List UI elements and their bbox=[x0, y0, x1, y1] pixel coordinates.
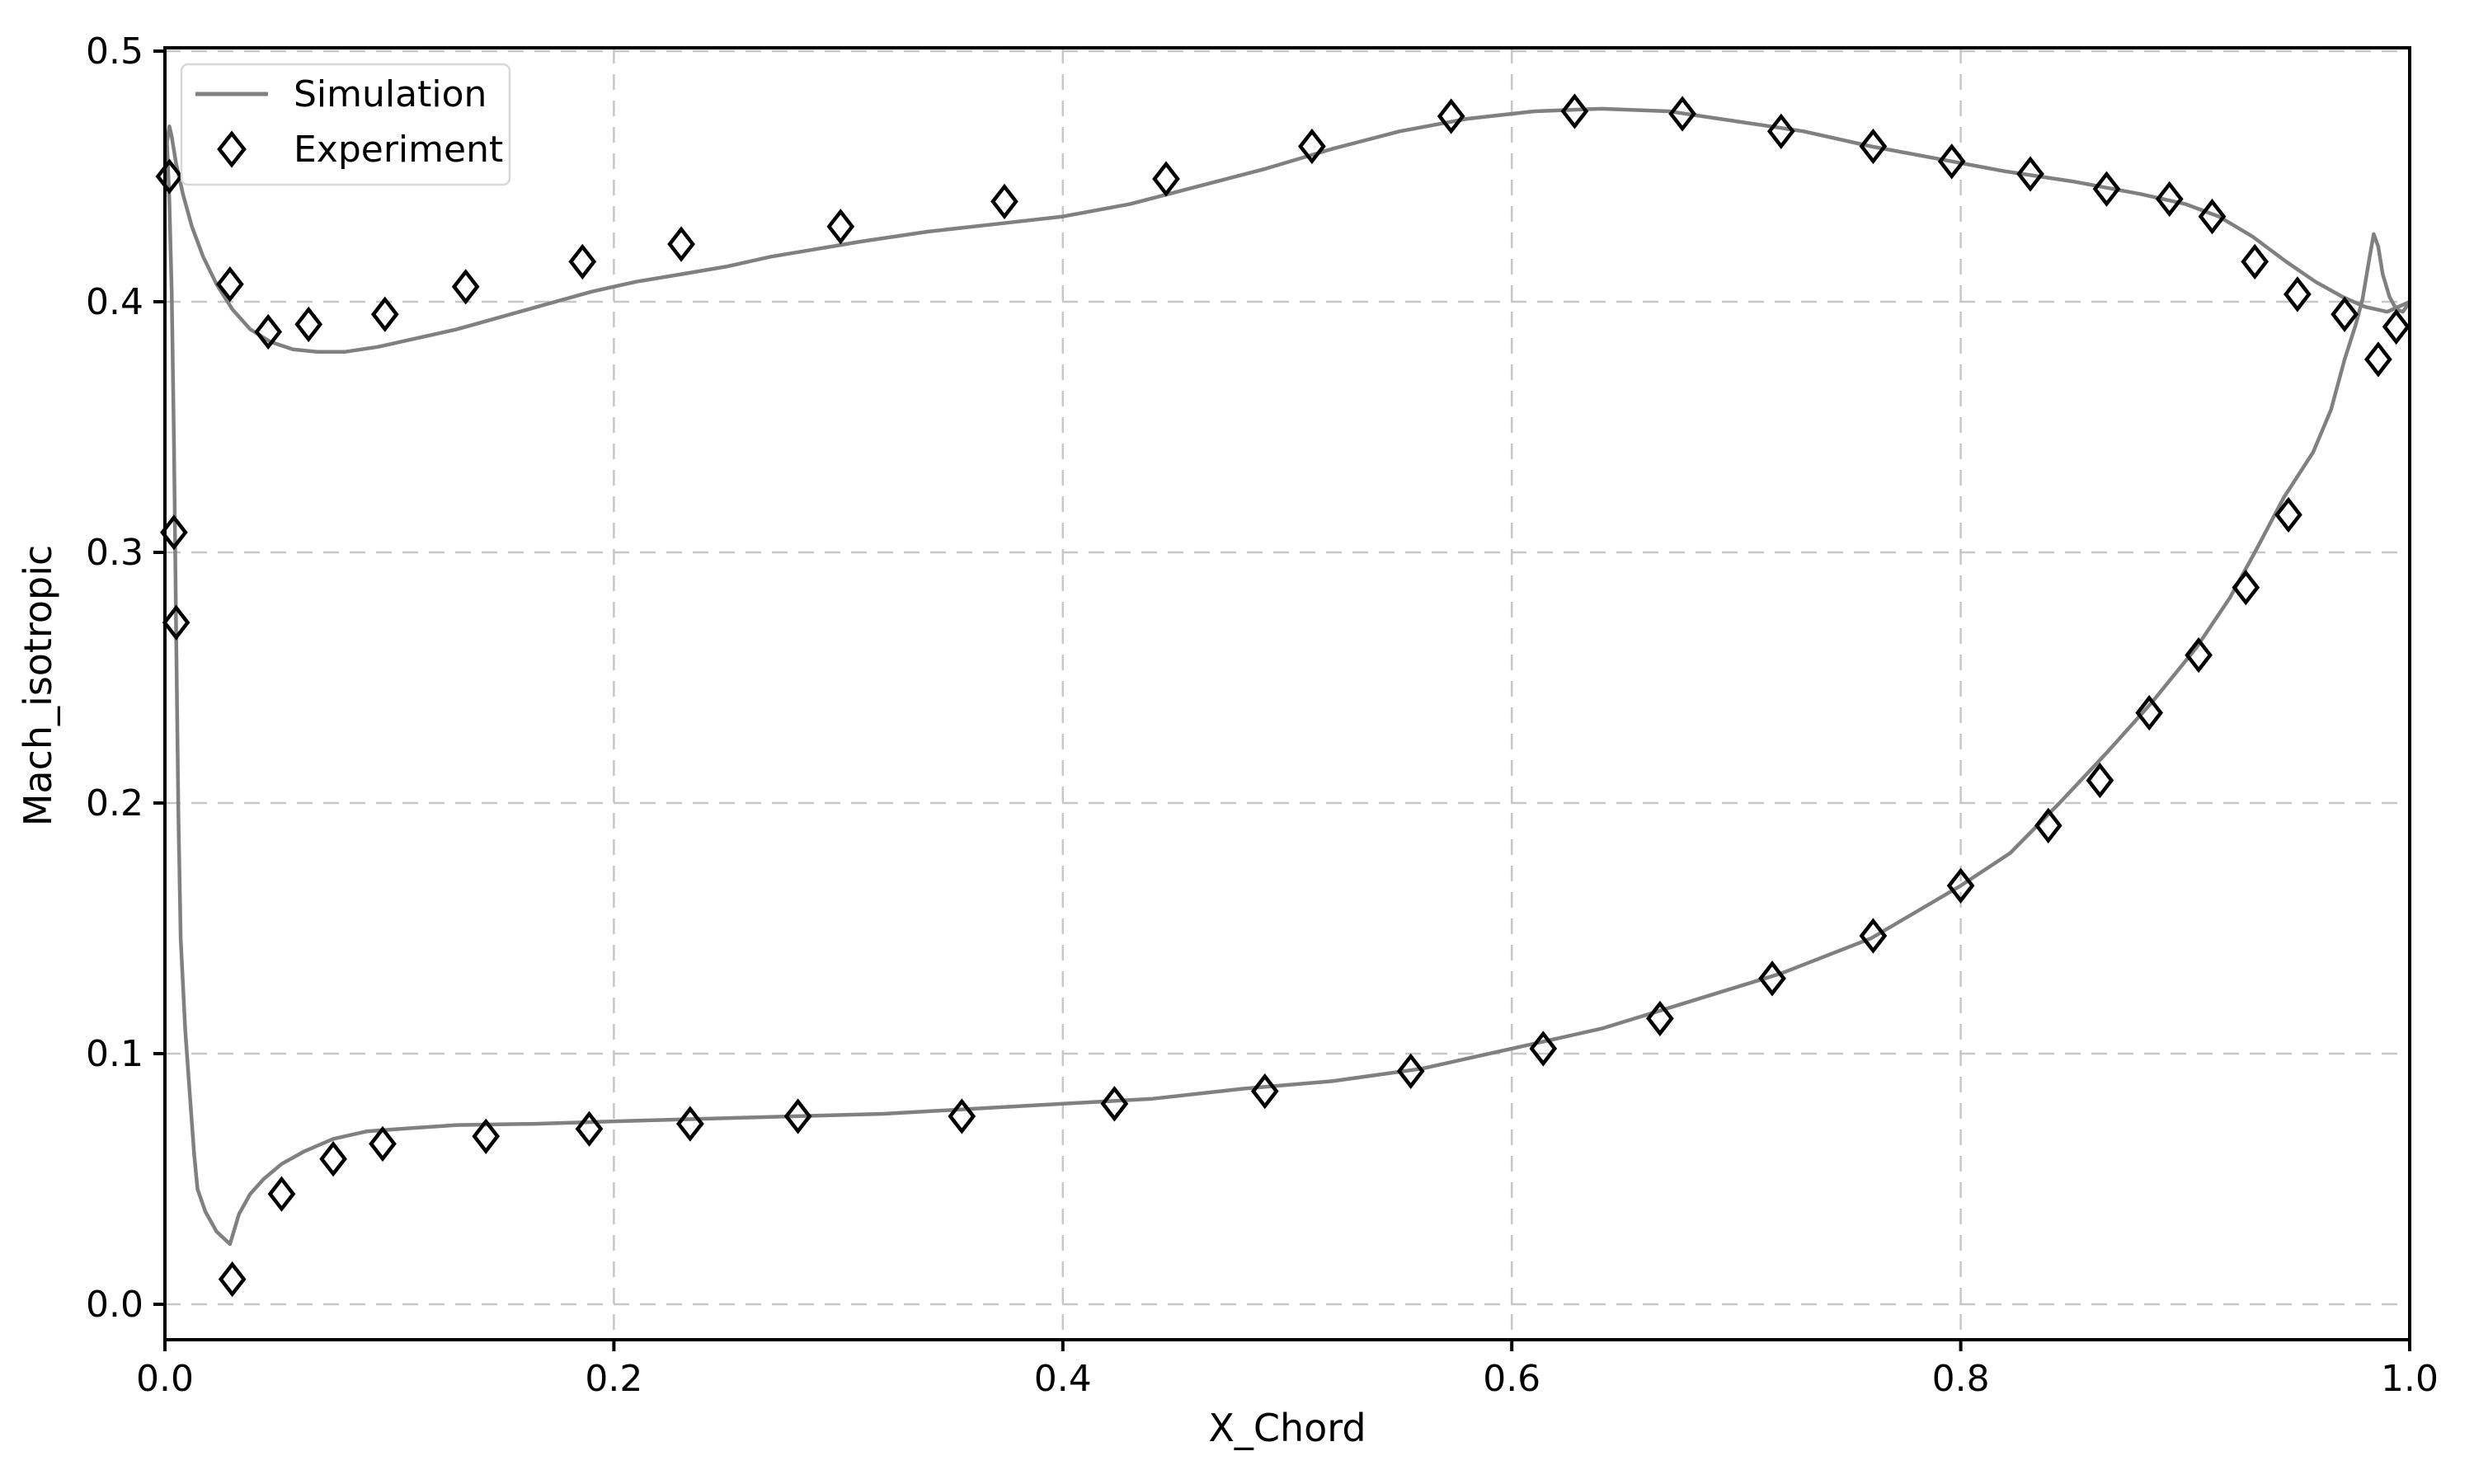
experiment-diamond-marker bbox=[568, 243, 597, 280]
simulation-polyline bbox=[162, 106, 2412, 355]
experiment-diamond-marker bbox=[1946, 867, 1975, 904]
experiment-diamond-marker bbox=[267, 1176, 296, 1212]
experiment-diamond-marker bbox=[2034, 807, 2062, 844]
experiment-diamond-marker bbox=[2364, 341, 2392, 378]
experiment-diamond-marker bbox=[1100, 1086, 1129, 1122]
experiment-diamond-marker bbox=[2241, 243, 2269, 280]
axes-spines bbox=[163, 46, 2411, 1341]
legend-diamond-sample bbox=[217, 130, 247, 168]
experiment-diamond-marker bbox=[990, 183, 1018, 220]
tick-marks bbox=[153, 49, 2411, 1351]
experiment-diamond-marker bbox=[1396, 1053, 1425, 1089]
experiment-diamond-marker bbox=[2274, 496, 2302, 533]
experiment-diamond-marker bbox=[667, 226, 695, 262]
experiment-diamond-marker bbox=[2092, 171, 2121, 207]
y-tick-label: 0.3 bbox=[86, 532, 143, 574]
experiment-diamond-marker bbox=[2198, 198, 2227, 235]
y-axis-label: Mach_isotropic bbox=[16, 545, 60, 827]
y-tick-label: 0.4 bbox=[86, 281, 143, 323]
experiment-diamond-marker bbox=[294, 306, 323, 343]
experiment-diamond-marker bbox=[2135, 694, 2164, 731]
experiment-diamond-marker bbox=[1250, 1073, 1279, 1110]
experiment-diamond-marker bbox=[254, 313, 283, 350]
experiment-diamond-marker bbox=[162, 604, 190, 641]
experiment-diamond-marker bbox=[216, 266, 244, 303]
experiment-diamond-marker bbox=[218, 1261, 247, 1298]
experiment-diamond-marker bbox=[2086, 762, 2114, 799]
x-tick-label: 0.0 bbox=[136, 1358, 194, 1400]
experiment-diamond-marker bbox=[2016, 156, 2044, 192]
experiment-diamond-marker bbox=[2155, 181, 2184, 218]
experiment-diamond-marker bbox=[826, 209, 855, 245]
simulation-line bbox=[162, 106, 2412, 1247]
experiment-diamond-marker bbox=[1937, 143, 1966, 180]
y-tick-label: 0.1 bbox=[86, 1033, 143, 1075]
experiment-diamond-marker bbox=[1298, 128, 1326, 165]
experiment-diamond-marker bbox=[1668, 96, 1696, 132]
x-tick-label: 0.2 bbox=[585, 1358, 642, 1400]
experiment-diamond-marker bbox=[2284, 276, 2312, 312]
legend-label-simulation: Simulation bbox=[294, 73, 487, 115]
experiment-diamond-marker bbox=[1766, 113, 1795, 149]
x-tick-label: 0.8 bbox=[1932, 1358, 1990, 1400]
experiment-diamond-marker bbox=[676, 1106, 704, 1142]
y-tick-label: 0.2 bbox=[86, 782, 143, 824]
experiment-diamond-marker bbox=[783, 1098, 812, 1134]
experiment-diamond-marker bbox=[369, 1125, 397, 1162]
gridlines bbox=[165, 48, 2410, 1340]
tick-labels: 0.0 0.2 0.4 0.6 0.8 1.0 0.0 0.1 0.2 0.3 0.4 0.5 bbox=[86, 31, 2439, 1400]
experiment-diamond-marker bbox=[319, 1141, 347, 1177]
experiment-diamond-marker bbox=[2232, 569, 2260, 606]
experiment-diamond-marker bbox=[1758, 960, 1786, 997]
x-axis-label: X_Chord bbox=[1208, 1406, 1366, 1450]
experiment-diamond-marker bbox=[1859, 128, 1888, 165]
experiment-points bbox=[155, 93, 2411, 1298]
x-tick-label: 0.6 bbox=[1483, 1358, 1540, 1400]
experiment-diamond-marker bbox=[1152, 161, 1180, 197]
y-tick-label: 0.0 bbox=[86, 1284, 143, 1326]
experiment-diamond-marker bbox=[1859, 918, 1888, 954]
experiment-diamond-marker bbox=[155, 158, 184, 195]
experiment-diamond-marker bbox=[1529, 1031, 1558, 1067]
experiment-diamond-marker bbox=[1437, 98, 1465, 134]
experiment-diamond-marker bbox=[2382, 308, 2411, 345]
legend: Simulation Experiment bbox=[180, 63, 511, 186]
experiment-diamond-marker bbox=[472, 1118, 501, 1154]
simulation-polyline bbox=[165, 144, 2412, 1247]
experiment-diamond-marker bbox=[1560, 93, 1589, 129]
experiment-diamond-marker bbox=[451, 269, 480, 305]
experiment-diamond-marker bbox=[1646, 1000, 1674, 1037]
experiment-diamond-marker bbox=[948, 1098, 976, 1134]
experiment-diamond-marker bbox=[2331, 296, 2359, 332]
x-tick-label: 0.4 bbox=[1034, 1358, 1092, 1400]
experiment-diamond-marker bbox=[575, 1111, 604, 1147]
experiment-diamond-marker bbox=[370, 296, 399, 332]
x-tick-label: 1.0 bbox=[2381, 1358, 2439, 1400]
y-tick-label: 0.5 bbox=[86, 31, 143, 73]
legend-label-experiment: Experiment bbox=[294, 129, 503, 171]
experiment-diamond-marker bbox=[2185, 636, 2213, 674]
